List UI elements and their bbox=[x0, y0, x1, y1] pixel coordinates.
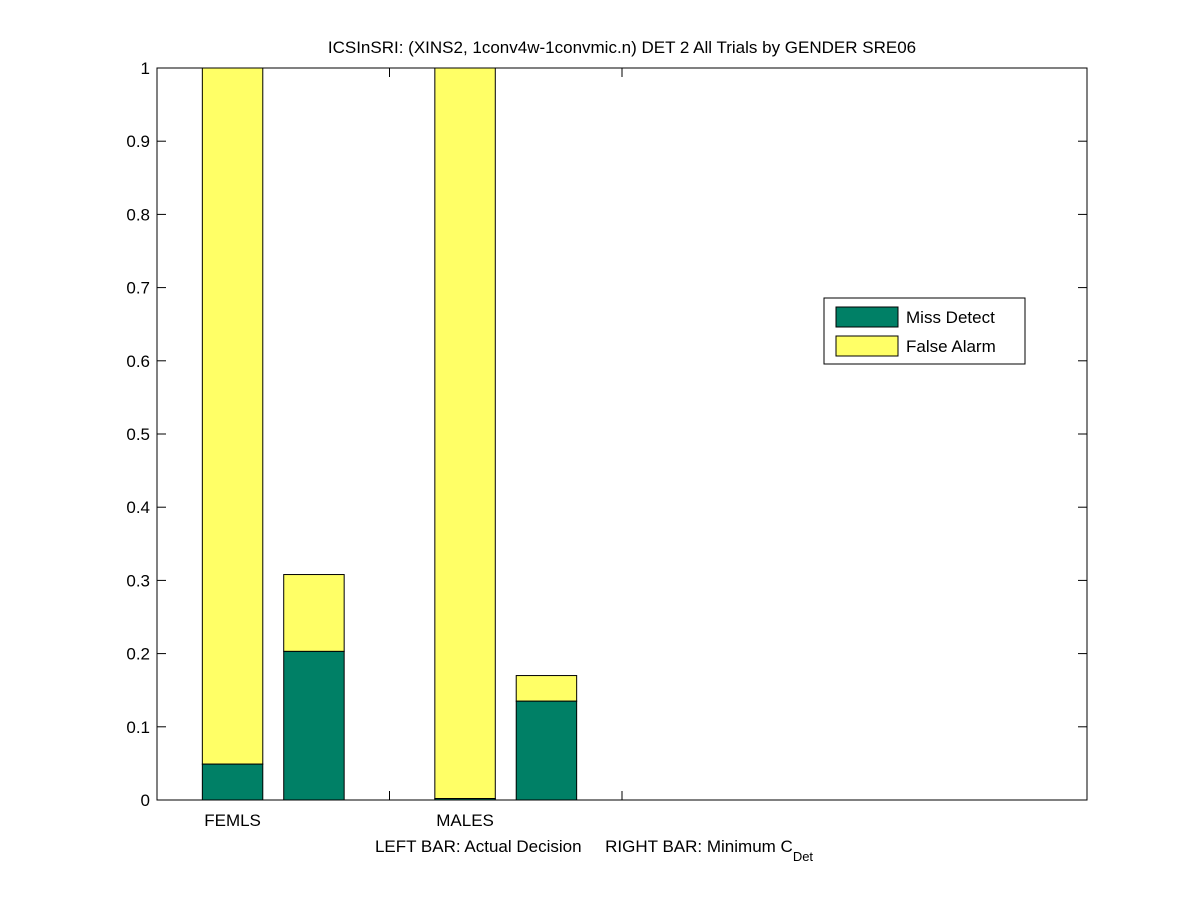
y-tick-label: 0.1 bbox=[126, 718, 150, 737]
bar-males-left-false-alarm bbox=[434, 67, 496, 800]
legend-label-false-alarm: False Alarm bbox=[906, 337, 996, 356]
x-axis-label: LEFT BAR: Actual Decision RIGHT BAR: Min… bbox=[375, 837, 813, 864]
legend: Miss Detect False Alarm bbox=[823, 297, 1026, 365]
bar-femls-left-miss-detect bbox=[201, 763, 264, 801]
y-tick-label: 0 bbox=[141, 791, 150, 810]
legend-label-miss-detect: Miss Detect bbox=[906, 308, 995, 327]
x-axis-label-main: LEFT BAR: Actual Decision RIGHT BAR: Min… bbox=[375, 837, 793, 856]
legend-swatch-miss-detect bbox=[835, 306, 899, 328]
chart-title: ICSInSRI: (XINS2, 1conv4w-1convmic.n) DE… bbox=[328, 38, 916, 57]
y-tick-label: 0.8 bbox=[126, 205, 150, 224]
y-tick-label: 0.7 bbox=[126, 279, 150, 298]
bars-layer bbox=[201, 67, 578, 801]
y-tick-label: 1 bbox=[141, 59, 150, 78]
y-tick-label: 0.6 bbox=[126, 352, 150, 371]
x-group-label-femls: FEMLS bbox=[204, 811, 261, 830]
legend-swatch-false-alarm bbox=[835, 335, 899, 357]
bar-femls-right-miss-detect bbox=[283, 650, 345, 801]
bar-males-right-false-alarm bbox=[515, 675, 578, 702]
y-tick-label: 0.9 bbox=[126, 132, 150, 151]
bar-femls-left-false-alarm bbox=[201, 67, 264, 765]
y-tick-label: 0.4 bbox=[126, 498, 150, 517]
bar-femls-right-false-alarm bbox=[283, 574, 345, 652]
x-group-label-males: MALES bbox=[436, 811, 494, 830]
y-tick-label: 0.2 bbox=[126, 645, 150, 664]
y-tick-label: 0.5 bbox=[126, 425, 150, 444]
ticks-layer: 0 0.1 0.2 0.3 0.4 0.5 0.6 0.7 0.8 0.9 1 FEMLS MALES bbox=[126, 59, 1087, 830]
x-axis-label-subscript: Det bbox=[793, 849, 814, 864]
bar-males-right-miss-detect bbox=[515, 700, 578, 801]
y-tick-label: 0.3 bbox=[126, 571, 150, 590]
